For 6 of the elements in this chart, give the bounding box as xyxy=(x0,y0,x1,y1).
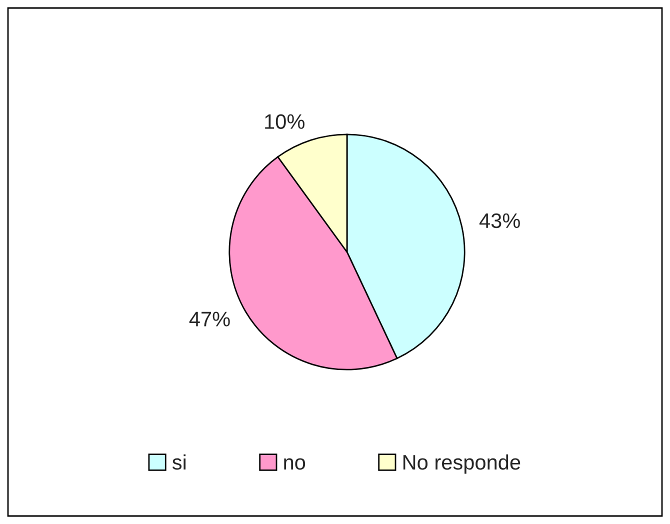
data-label: 10% xyxy=(265,114,304,129)
legend-label: si xyxy=(172,454,186,470)
data-label: 43% xyxy=(479,213,520,228)
legend-label: No responde xyxy=(403,454,520,474)
legend-label: no xyxy=(284,458,306,470)
data-label: 47% xyxy=(189,312,230,326)
